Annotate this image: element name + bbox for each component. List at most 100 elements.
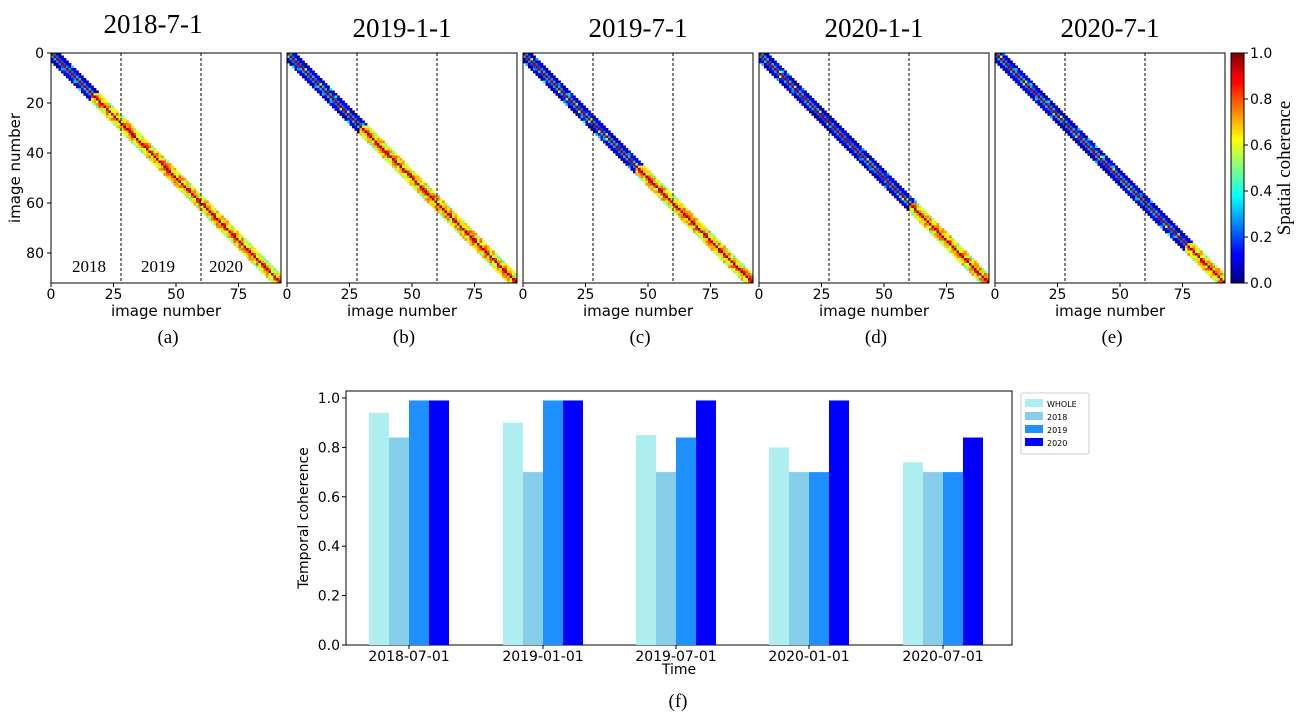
heatmap-cell xyxy=(879,178,882,181)
heatmap-cell xyxy=(660,198,664,201)
heatmap-cell xyxy=(394,163,398,166)
heatmap-cell xyxy=(645,170,649,174)
heatmap-cell xyxy=(314,75,318,79)
bar-x-axis-label: Time xyxy=(661,662,696,678)
heatmap-cell xyxy=(523,60,526,64)
heatmap-cell xyxy=(322,90,325,94)
heatmap-cell xyxy=(56,55,59,59)
heatmap-cell xyxy=(61,65,64,69)
heatmap-cell xyxy=(1120,175,1123,179)
heatmap-cell xyxy=(698,235,701,239)
heatmap-cell xyxy=(555,93,559,96)
heatmap-cell xyxy=(1085,135,1088,139)
heatmap-cell xyxy=(829,115,832,119)
heatmap-cell xyxy=(841,140,845,144)
heatmap-cell xyxy=(276,275,279,279)
heatmap-cell xyxy=(163,165,167,169)
heatmap-cell xyxy=(51,58,54,61)
heatmap-cell xyxy=(1092,145,1096,149)
heatmap-cell xyxy=(573,98,576,101)
heatmap-cell xyxy=(268,275,272,279)
heatmap-cell xyxy=(598,123,601,126)
heatmap-cell xyxy=(997,53,1001,56)
heatmap-cell xyxy=(1017,83,1021,86)
heatmap-cell xyxy=(1022,73,1026,76)
heatmap-cell xyxy=(648,183,651,186)
heatmap-cell xyxy=(779,80,782,84)
heatmap-cell xyxy=(846,145,850,149)
heatmap-cell xyxy=(936,230,940,234)
bar-2019 xyxy=(943,472,963,645)
heatmap-cell xyxy=(961,258,965,261)
heatmap-cell xyxy=(1140,203,1143,206)
heatmap-cell xyxy=(1180,235,1183,239)
heatmap-cell xyxy=(774,70,777,74)
legend-swatch xyxy=(1025,412,1043,420)
heatmap-cell xyxy=(1072,138,1076,141)
heatmap-cell xyxy=(1115,173,1118,176)
heatmap-cell xyxy=(241,243,244,246)
heatmap-cell xyxy=(740,263,744,266)
heatmap-cell xyxy=(88,93,92,96)
heatmap-cell xyxy=(764,53,767,56)
heatmap-cell xyxy=(801,93,805,96)
heatmap-cell xyxy=(936,238,940,241)
heatmap-cell xyxy=(856,150,860,154)
heatmap-cell xyxy=(131,135,134,139)
heatmap-cell xyxy=(166,170,169,174)
heatmap-cell xyxy=(796,85,800,89)
heatmap-cell xyxy=(615,143,619,146)
heatmap-cell xyxy=(663,188,666,191)
heatmap-cell xyxy=(814,100,817,104)
heatmap-cell xyxy=(289,63,293,66)
heatmap-cell xyxy=(504,273,508,276)
heatmap-cell xyxy=(563,98,566,101)
heatmap-cell xyxy=(464,238,468,241)
heatmap-cell xyxy=(698,233,701,236)
heatmap-cell xyxy=(766,65,770,69)
heatmap-cell xyxy=(1107,158,1111,161)
heatmap-cell xyxy=(81,75,84,79)
heatmap-cell xyxy=(1167,233,1171,236)
heatmap-cell xyxy=(643,170,646,174)
heatmap-cell xyxy=(86,95,89,99)
heatmap-cell xyxy=(213,223,217,226)
heatmap-cell xyxy=(668,193,671,196)
heatmap-cell xyxy=(926,215,930,219)
heatmap-cell xyxy=(1157,218,1161,221)
heatmap-cell xyxy=(1162,223,1166,226)
heatmap-cell xyxy=(424,195,428,199)
heatmap-cell xyxy=(748,280,751,284)
heatmap-cell xyxy=(648,175,651,179)
heatmap-cell xyxy=(389,158,393,161)
heatmap-cell xyxy=(256,250,259,254)
heatmap-cell xyxy=(482,250,485,254)
heatmap-cell xyxy=(871,165,875,169)
heatmap-cell xyxy=(108,113,112,116)
heatmap-cell xyxy=(271,270,274,274)
heatmap-cell xyxy=(382,148,385,151)
heatmap-cell xyxy=(655,183,659,186)
heatmap-cell xyxy=(384,155,388,159)
heatmap-cell xyxy=(349,118,353,121)
heatmap-cell xyxy=(959,245,962,249)
heatmap-cell xyxy=(58,60,62,64)
heatmap-cell xyxy=(1162,215,1166,219)
heatmap-cell xyxy=(146,143,149,146)
heatmap-cell xyxy=(507,270,510,274)
heatmap-cell xyxy=(986,280,990,284)
heatmap-cell xyxy=(392,163,395,166)
heatmap-cell xyxy=(1135,185,1138,189)
heatmap-cell xyxy=(969,263,972,266)
heatmap-cell xyxy=(723,255,726,259)
heatmap-cell xyxy=(1117,173,1121,176)
heatmap-cell xyxy=(211,213,214,216)
heatmap-cell xyxy=(735,263,739,266)
heatmap-cell xyxy=(1082,135,1086,139)
heatmap-cell xyxy=(713,250,716,254)
heatmap-cell xyxy=(588,110,591,114)
heatmap-cell xyxy=(432,203,435,206)
heatmap-cell xyxy=(464,235,468,239)
heatmap-cell xyxy=(956,255,960,259)
heatmap-cell xyxy=(128,128,132,131)
